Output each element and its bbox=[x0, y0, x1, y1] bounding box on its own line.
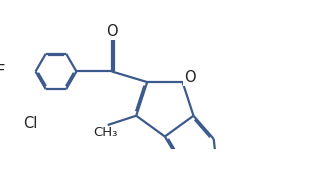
Text: O: O bbox=[184, 70, 195, 85]
Text: Cl: Cl bbox=[23, 116, 37, 131]
Text: O: O bbox=[106, 24, 117, 39]
Text: F: F bbox=[0, 64, 5, 79]
Text: CH₃: CH₃ bbox=[94, 126, 118, 139]
